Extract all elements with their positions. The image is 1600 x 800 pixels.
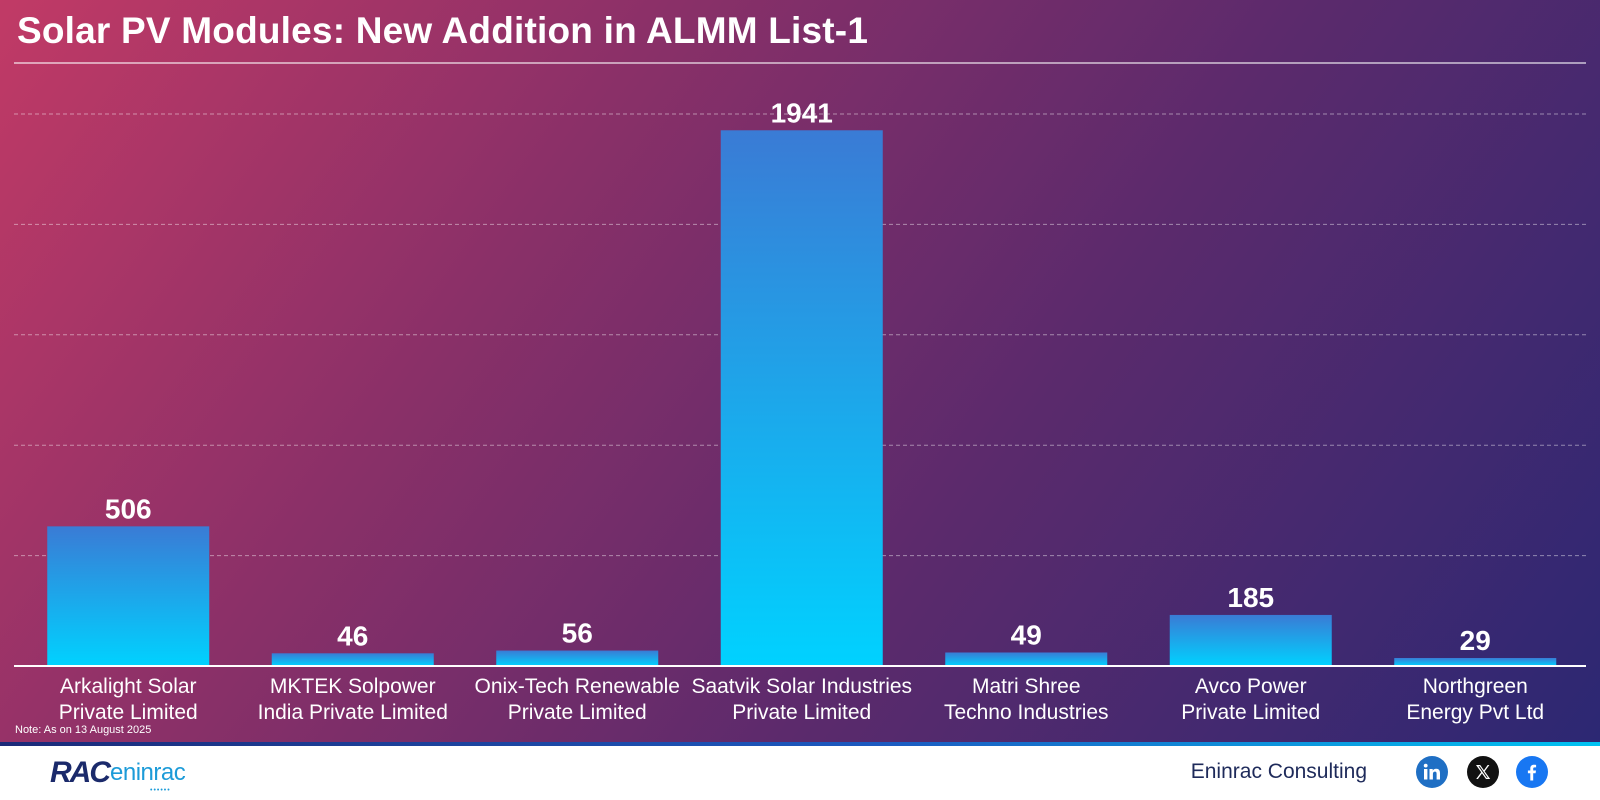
bar <box>496 650 659 666</box>
logo-dots-decoration: •••••• <box>150 787 171 794</box>
x-icon[interactable] <box>1467 756 1499 788</box>
title-divider <box>14 62 1586 64</box>
category-label: Energy Pvt Ltd <box>1406 701 1544 724</box>
category-label: Avco Power <box>1195 675 1307 698</box>
bar-value-label: 506 <box>105 493 152 524</box>
category-label: Private Limited <box>1181 701 1320 724</box>
facebook-icon[interactable] <box>1516 756 1548 788</box>
bar-value-label: 46 <box>337 620 368 651</box>
logo-mark: RAC <box>50 756 111 789</box>
bar <box>945 652 1108 666</box>
logo-wordmark: eninrac •••••• <box>110 758 186 794</box>
bar-value-label: 185 <box>1227 582 1274 613</box>
category-label: India Private Limited <box>258 701 448 724</box>
category-label: Saatvik Solar Industries <box>691 675 912 698</box>
category-label: Arkalight Solar <box>60 675 197 698</box>
bar-value-label: 1941 <box>771 97 833 128</box>
category-label: Techno Industries <box>944 701 1109 724</box>
chart-panel: Solar PV Modules: New Addition in ALMM L… <box>0 0 1600 742</box>
bar <box>47 526 210 666</box>
bar <box>271 653 434 666</box>
linkedin-icon[interactable] <box>1416 756 1448 788</box>
footer-accent-stripe <box>0 742 1600 746</box>
bar-value-label: 56 <box>562 618 593 649</box>
chart-note: Note: As on 13 August 2025 <box>15 724 152 736</box>
bar <box>720 130 883 666</box>
bar-chart: 506 Arkalight Solar Private Limited 46 MKTEK… <box>47 97 1557 724</box>
category-label: MKTEK Solpower <box>270 675 436 698</box>
brand-name: Eninrac Consulting <box>1190 760 1367 783</box>
footer-bar: RAC eninrac •••••• Eninrac Consulting <box>0 746 1600 800</box>
bar <box>1169 614 1332 666</box>
bar-value-label: 49 <box>1011 619 1042 650</box>
category-label: Northgreen <box>1423 675 1528 698</box>
category-label: Matri Shree <box>972 675 1081 698</box>
logo-word-text: eninrac <box>110 759 186 786</box>
chart-title: Solar PV Modules: New Addition in ALMM L… <box>17 10 869 51</box>
company-logo[interactable]: RAC eninrac •••••• <box>50 756 186 795</box>
category-label: Private Limited <box>732 701 871 724</box>
category-label: Private Limited <box>508 701 647 724</box>
category-label: Private Limited <box>59 701 198 724</box>
bar-value-label: 29 <box>1460 625 1491 656</box>
category-label: Onix-Tech Renewable <box>475 675 680 698</box>
bar <box>1394 657 1557 666</box>
